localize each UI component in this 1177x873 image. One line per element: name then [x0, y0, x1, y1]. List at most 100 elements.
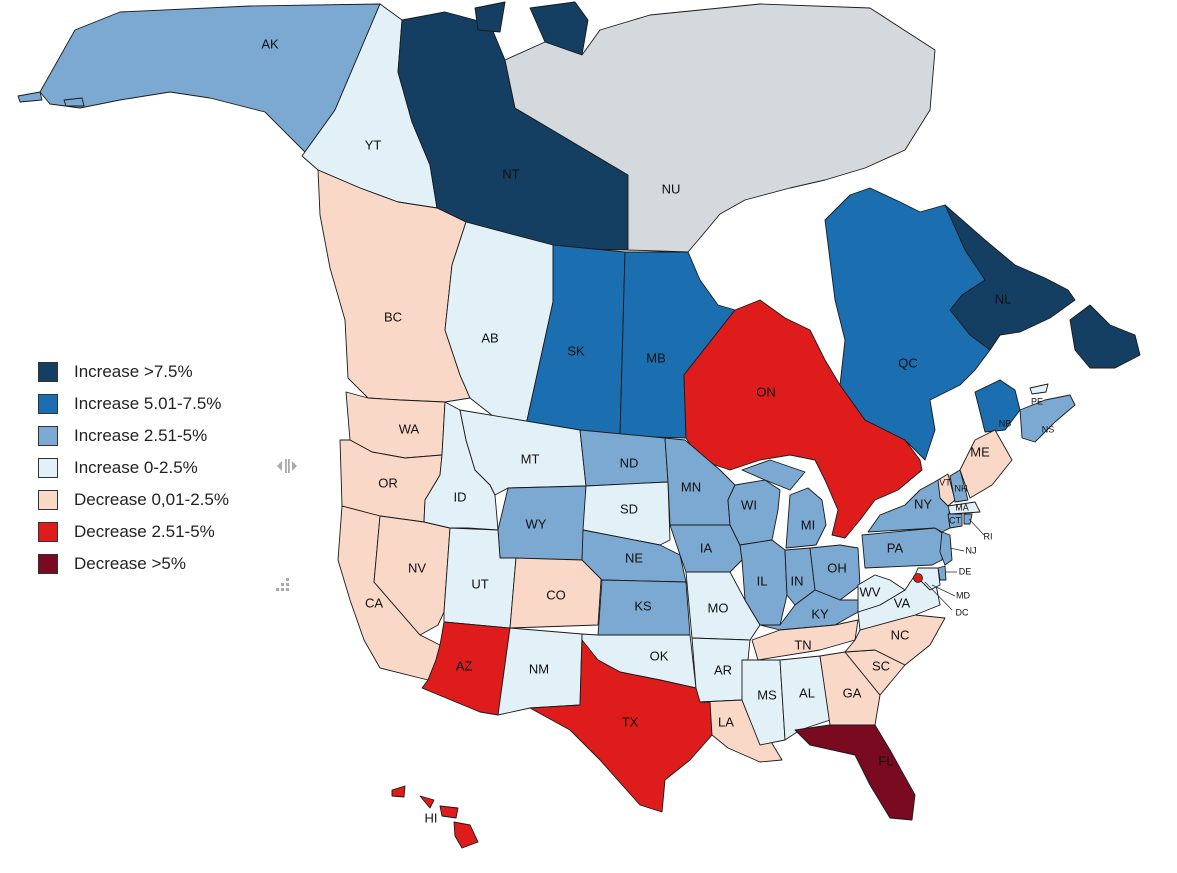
region-shape-pa[interactable]: [861, 527, 946, 569]
region-label-co: CO: [546, 587, 566, 602]
region-shape-nu[interactable]: [504, 3, 936, 253]
region-ct[interactable]: [947, 513, 963, 529]
legend-item[interactable]: Increase 5.01-7.5%: [38, 388, 229, 420]
region-shape-nl[interactable]: [944, 204, 1076, 351]
region-vt[interactable]: [937, 473, 956, 507]
region-pe[interactable]: [1029, 383, 1049, 395]
region-on[interactable]: [683, 299, 923, 539]
region-shape-ga[interactable]: [819, 651, 881, 726]
region-label-nj: NJ: [966, 545, 977, 555]
region-label-ms: MS: [757, 687, 777, 702]
region-nl[interactable]: [944, 204, 1141, 369]
region-ma[interactable]: [947, 501, 981, 515]
region-tn[interactable]: [751, 619, 859, 661]
region-shape-ak[interactable]: [63, 97, 85, 107]
region-label-de: DE: [959, 566, 972, 576]
legend-swatch: [38, 426, 58, 446]
leader-line-ri: [968, 518, 985, 536]
region-shape-mi[interactable]: [785, 487, 827, 549]
region-label-nb: NB: [999, 418, 1012, 428]
region-shape-ns[interactable]: [1019, 394, 1076, 443]
region-shape-wi[interactable]: [727, 479, 781, 546]
region-shape-nt[interactable]: [529, 1, 589, 56]
region-label-tx: TX: [622, 714, 639, 729]
legend-item[interactable]: Increase 0-2.5%: [38, 452, 229, 484]
region-shape-hi[interactable]: [391, 785, 406, 798]
region-wi[interactable]: [727, 479, 781, 546]
legend-swatch: [38, 522, 58, 542]
region-label-ok: OK: [650, 648, 669, 663]
region-nh[interactable]: [949, 469, 969, 503]
region-shape-mi[interactable]: [741, 459, 806, 491]
region-label-on: ON: [756, 384, 776, 399]
region-label-dc: DC: [956, 607, 969, 617]
region-ga[interactable]: [819, 651, 881, 726]
region-shape-hi[interactable]: [419, 795, 435, 809]
region-label-wi: WI: [741, 497, 757, 512]
region-nj[interactable]: [939, 531, 953, 566]
region-shape-nt[interactable]: [474, 1, 506, 33]
legend-label: Decrease 2.51-5%: [74, 522, 215, 541]
region-label-ns: NS: [1042, 424, 1055, 434]
region-shape-al[interactable]: [779, 655, 831, 741]
region-label-ut: UT: [471, 576, 488, 591]
region-me[interactable]: [959, 429, 1013, 499]
region-shape-on[interactable]: [683, 299, 923, 539]
region-shape-hi[interactable]: [439, 805, 459, 819]
region-al[interactable]: [779, 655, 831, 741]
region-ri[interactable]: [963, 513, 973, 525]
region-sd[interactable]: [582, 481, 671, 546]
region-nb[interactable]: [974, 379, 1021, 433]
region-shape-nl[interactable]: [1069, 304, 1141, 369]
region-shape-ri[interactable]: [963, 513, 973, 525]
region-wv[interactable]: [857, 574, 906, 613]
region-fl[interactable]: [794, 724, 916, 821]
region-shape-ak[interactable]: [39, 3, 381, 153]
region-shape-ma[interactable]: [947, 501, 981, 515]
legend-item[interactable]: Increase 2.51-5%: [38, 420, 229, 452]
region-tx[interactable]: [529, 639, 713, 813]
region-shape-sd[interactable]: [582, 481, 671, 546]
region-label-sc: SC: [872, 658, 890, 673]
region-shape-fl[interactable]: [794, 724, 916, 821]
region-label-fl: FL: [878, 753, 893, 768]
region-shape-vt[interactable]: [937, 473, 956, 507]
region-hi[interactable]: [391, 785, 479, 849]
region-label-vt: VT: [939, 477, 951, 487]
region-shape-nb[interactable]: [974, 379, 1021, 433]
split-handle-icon[interactable]: [275, 456, 299, 476]
region-label-qc: QC: [898, 355, 918, 370]
legend-item[interactable]: Decrease 2.51-5%: [38, 516, 229, 548]
region-label-sk: SK: [567, 343, 585, 358]
region-shape-co[interactable]: [509, 557, 603, 629]
region-shape-nj[interactable]: [939, 531, 953, 566]
region-label-nh: NH: [955, 483, 968, 493]
region-mi[interactable]: [741, 459, 827, 549]
region-pa[interactable]: [861, 527, 946, 569]
region-label-pe: PE: [1031, 396, 1043, 406]
legend-item[interactable]: Increase >7.5%: [38, 356, 229, 388]
region-ns[interactable]: [1019, 394, 1076, 443]
region-shape-wv[interactable]: [857, 574, 906, 613]
region-co[interactable]: [509, 557, 603, 629]
region-shape-nh[interactable]: [949, 469, 969, 503]
legend: Increase >7.5% Increase 5.01-7.5% Increase…: [38, 356, 229, 580]
region-shape-tn[interactable]: [751, 619, 859, 661]
region-label-ak: AK: [261, 36, 279, 51]
region-shape-me[interactable]: [959, 429, 1013, 499]
region-nu[interactable]: [504, 3, 936, 253]
region-shape-ak[interactable]: [17, 91, 43, 103]
region-shape-tx[interactable]: [529, 639, 713, 813]
legend-item[interactable]: Decrease >5%: [38, 548, 229, 580]
region-label-mi: MI: [801, 517, 815, 532]
region-shape-ct[interactable]: [947, 513, 963, 529]
region-shape-pe[interactable]: [1029, 383, 1049, 395]
region-ak[interactable]: [17, 3, 381, 153]
legend-item[interactable]: Decrease 0,01-2.5%: [38, 484, 229, 516]
region-shape-dc[interactable]: [913, 573, 923, 583]
resize-grip-icon[interactable]: [272, 576, 292, 594]
region-label-wy: WY: [526, 516, 547, 531]
region-shape-hi[interactable]: [453, 821, 479, 849]
region-label-nt: NT: [502, 166, 519, 181]
region-label-nc: NC: [891, 627, 910, 642]
